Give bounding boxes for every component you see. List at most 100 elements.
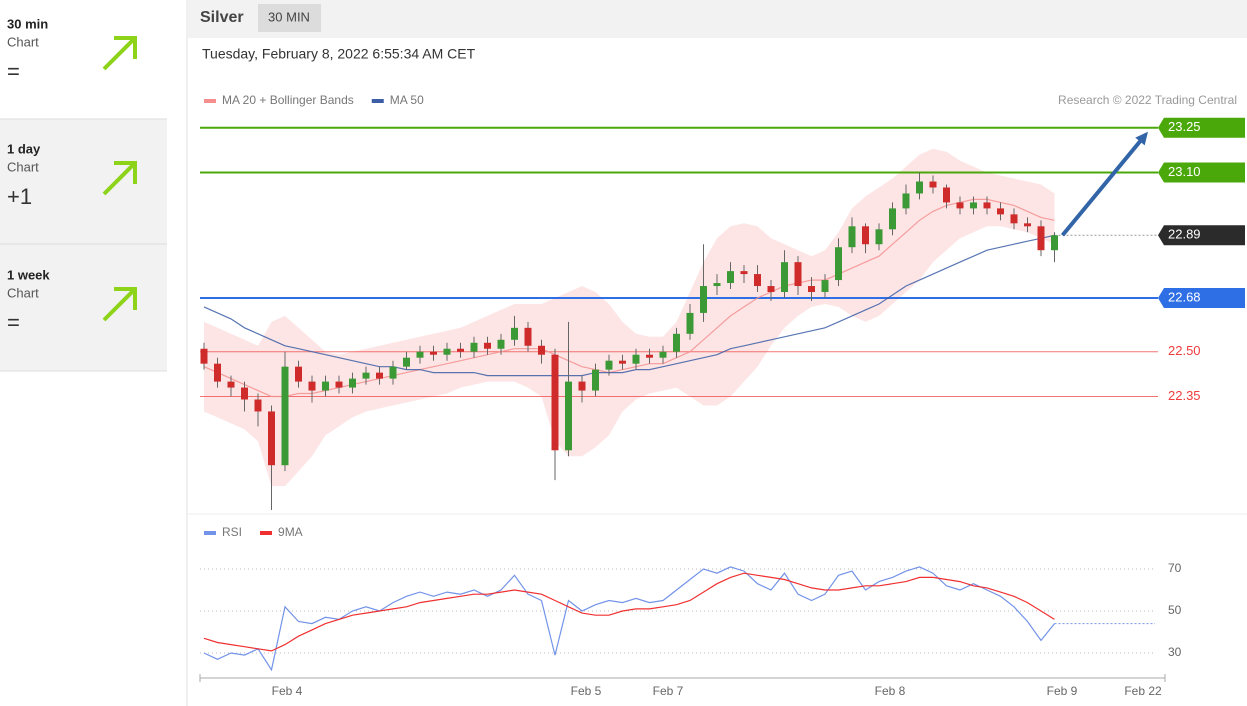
candle-body	[1037, 226, 1045, 251]
credit: Research © 2022 Trading Central	[1058, 93, 1237, 107]
x-tick-label: Feb 7	[653, 684, 684, 698]
candle-body	[970, 202, 977, 209]
level-label: 22.35	[1168, 388, 1201, 403]
candle-body	[929, 181, 937, 188]
candle-body	[646, 354, 653, 358]
legend-swatch	[204, 99, 216, 103]
y-tick-label: 50	[1168, 603, 1182, 617]
candle-body	[740, 271, 748, 275]
candle-body	[200, 348, 208, 364]
header-bar	[188, 0, 1247, 38]
level-tag	[1158, 225, 1245, 246]
candle-body	[308, 381, 316, 391]
forecast-arrow	[1060, 136, 1145, 237]
candle-body	[578, 381, 586, 391]
rsi-line	[203, 572, 1055, 652]
candle-body	[241, 387, 248, 400]
y-tick-label: 70	[1168, 561, 1182, 575]
candle-body	[700, 286, 707, 313]
candle-body	[848, 226, 856, 248]
candle-body	[875, 229, 883, 245]
sidebar-bg	[0, 119, 167, 371]
rsi-line	[203, 566, 1055, 672]
y-tick-label: 30	[1168, 645, 1182, 659]
ma-line	[203, 234, 1055, 377]
candle-body	[605, 360, 613, 370]
instrument-title: Silver	[200, 9, 244, 26]
candle-body	[808, 286, 815, 293]
level-label: 23.25	[1168, 119, 1201, 134]
period-sub[interactable]: Chart	[7, 285, 39, 300]
candle-body	[389, 366, 397, 379]
candle-body	[538, 345, 545, 355]
period[interactable]: 1 week	[7, 267, 50, 282]
legend-label: MA 20 + Bollinger Bands	[222, 93, 354, 107]
candle-body	[497, 339, 505, 349]
level-tag	[1158, 287, 1245, 308]
period-sub[interactable]: Chart	[7, 34, 39, 49]
candle-body	[686, 312, 694, 334]
candle-body	[1051, 235, 1058, 251]
candle-body	[727, 271, 734, 284]
candle-body	[376, 372, 383, 379]
candle-body	[754, 274, 761, 287]
timeframe-label[interactable]: 30 MIN	[268, 9, 310, 24]
candle-body	[956, 202, 964, 209]
change[interactable]: =	[7, 59, 20, 84]
candle-body	[430, 351, 437, 355]
candle-body	[511, 327, 518, 340]
candle-body	[862, 226, 869, 245]
trend-arrow	[102, 36, 137, 71]
candle-body	[619, 360, 626, 364]
candle-body	[983, 202, 991, 209]
x-tick-label: Feb 4	[272, 684, 303, 698]
legend-label: MA 50	[390, 93, 424, 107]
trend-arrow	[102, 161, 137, 196]
candle-body	[713, 283, 721, 287]
forecast-arrowhead	[1135, 131, 1148, 146]
candle-body	[416, 351, 424, 358]
x-tick-label: Feb 5	[571, 684, 602, 698]
x-tick-label: Feb 8	[875, 684, 906, 698]
candle-body	[943, 187, 950, 203]
timestamp: Tuesday, February 8, 2022 6:55:34 AM CET	[202, 46, 476, 62]
candle-body	[592, 369, 599, 391]
legend-swatch	[371, 99, 384, 103]
candle-body	[916, 181, 923, 194]
candle-body	[781, 262, 788, 293]
level-tag	[1158, 162, 1245, 183]
candle-body	[565, 381, 572, 451]
legend-label: RSI	[222, 525, 242, 539]
candle-body	[1010, 214, 1018, 224]
timeframe-badge[interactable]	[258, 4, 321, 32]
candle-body	[362, 372, 370, 379]
candle-body	[889, 208, 896, 230]
change[interactable]: =	[7, 310, 20, 335]
candle-body	[794, 262, 802, 287]
candle-body	[227, 381, 235, 388]
period-sub[interactable]: Chart	[7, 159, 39, 174]
trend-arrow	[102, 287, 137, 322]
candle-body	[322, 381, 329, 391]
candle-body	[349, 378, 356, 388]
legend-swatch	[260, 531, 273, 535]
level-label: 22.89	[1168, 227, 1201, 242]
candle-body	[214, 363, 221, 382]
candle-body	[281, 366, 289, 466]
ma-line	[203, 198, 1055, 398]
candle-body	[659, 351, 667, 358]
level-tag	[1158, 117, 1245, 138]
change[interactable]: +1	[7, 184, 32, 209]
x-tick-label: Feb 22	[1124, 684, 1162, 698]
candle-body	[403, 357, 410, 367]
bollinger-band	[204, 148, 1055, 487]
period[interactable]: 1 day	[7, 141, 41, 156]
candle-body	[1024, 223, 1031, 227]
candle-body	[524, 327, 532, 346]
candle-body	[268, 411, 275, 466]
period[interactable]: 30 min	[7, 16, 48, 31]
candle-body	[443, 348, 451, 355]
candle-body	[767, 286, 775, 293]
candle-body	[821, 280, 829, 293]
